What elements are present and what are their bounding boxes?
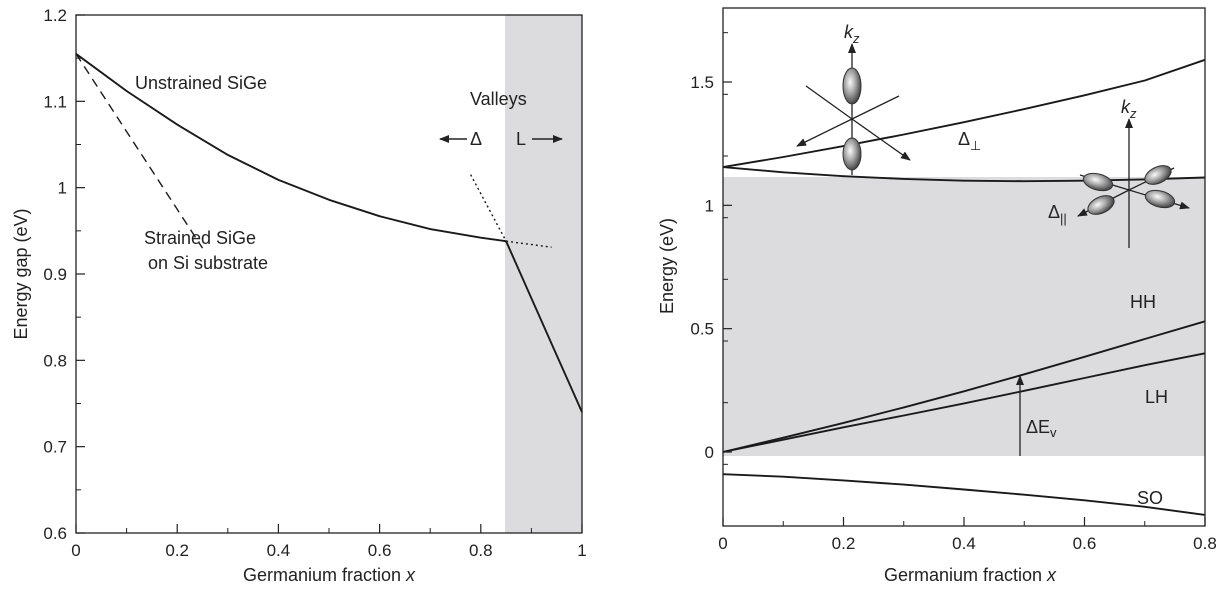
right-x-axis-label-text: Germanium fraction: [884, 565, 1047, 585]
right-y-tick-label-2: 1: [705, 196, 714, 215]
axis-arrow-diag-1: [851, 118, 911, 161]
right-series-lh: [722, 352, 1206, 453]
label-delta-par-sub: ||: [1060, 211, 1067, 226]
ellipsoid-bottom: [842, 137, 862, 171]
left-x-axis-label-var: x: [405, 565, 416, 585]
right-x-tick-label-3: 0.6: [1073, 534, 1097, 553]
label-kz-right: kz: [1121, 97, 1137, 121]
delta-par-ellipsoid-inset: kz: [1077, 97, 1190, 248]
left-x-tick-label-1: 0.2: [165, 541, 189, 560]
right-x-tick-label-1: 0.2: [832, 534, 856, 553]
left-x-axis-label: Germanium fraction x: [243, 565, 416, 585]
left-y-tick-label-2: 0.8: [43, 351, 67, 370]
right-x-tick-label-2: 0.4: [952, 534, 976, 553]
label-delta-valley: Δ: [470, 129, 482, 149]
label-l-valley: L: [516, 129, 526, 149]
left-y-tick-label-4: 1: [58, 179, 67, 198]
left-y-tick-label-5: 1.1: [43, 92, 67, 111]
ellipsoid-back: [1144, 165, 1172, 185]
axis-line-diag-3: [851, 95, 900, 120]
right-y-tick-label-1: 0.5: [690, 320, 714, 339]
right-series-line-1: [722, 166, 1206, 183]
left-y-tick-label-6: 1.2: [43, 6, 67, 25]
right-series-group: [722, 58, 1206, 516]
ellipsoid-top: [842, 67, 862, 105]
label-so: SO: [1137, 488, 1163, 508]
left-y-axis-label: Energy gap (eV): [11, 208, 31, 339]
right-shaded-region: [723, 177, 1205, 456]
left-y-tick-label-1: 0.7: [43, 438, 67, 457]
ellipsoid-left: [1082, 172, 1114, 192]
label-unstrained-sige: Unstrained SiGe: [135, 73, 267, 93]
label-delta-ev: ΔEv: [1026, 417, 1057, 440]
right-x-axis-label: Germanium fraction x: [884, 565, 1057, 585]
left-series-unstrained-sige: [75, 53, 583, 413]
right-ticks-group: 0 0.2 0.4 0.6 0.8 0 0.5 1 1.5: [690, 32, 1217, 553]
label-kz-right-sub: z: [1129, 106, 1137, 121]
right-y-tick-label-3: 1.5: [690, 73, 714, 92]
axis-arrow-diag-2: [796, 118, 853, 147]
left-shaded-region: [505, 15, 582, 533]
axis-line-diag-4: [805, 85, 853, 120]
left-series-group: [75, 53, 583, 413]
right-y-tick-label-0: 0: [705, 443, 714, 462]
label-strained-sige-line2: on Si substrate: [148, 253, 268, 273]
left-chart: 0 0.2 0.4 0.6 0.8 1 0.6 0.7 0.8 0.9 1 1.1 1.2 Energy…: [11, 6, 587, 585]
label-valleys: Valleys: [470, 89, 527, 109]
left-ticks-group: 0 0.2 0.4 0.6 0.8 1 0.6 0.7 0.8 0.9 1 1.1 1.2: [43, 6, 586, 560]
right-series-so: [722, 473, 1206, 516]
left-series-strained-sige-on-si-substrate: [75, 53, 204, 249]
right-series-hh: [722, 320, 1206, 453]
label-delta-ev-main: ΔE: [1026, 417, 1050, 437]
left-x-tick-label-3: 0.6: [368, 541, 392, 560]
label-kz-top-k: k: [844, 22, 854, 42]
label-delta-par-main: Δ: [1048, 202, 1060, 222]
ellipsoid-right: [1144, 189, 1176, 209]
left-series-line-2: [470, 174, 507, 242]
label-hh: HH: [1130, 292, 1156, 312]
left-y-tick-label-3: 0.9: [43, 265, 67, 284]
left-x-tick-label-2: 0.4: [267, 541, 291, 560]
delta-perp-ellipsoid-inset: kz: [796, 22, 911, 175]
label-delta-par: Δ||: [1048, 202, 1067, 226]
right-series-line-0: [722, 58, 1206, 169]
label-lh: LH: [1145, 387, 1168, 407]
left-y-tick-label-0: 0.6: [43, 524, 67, 543]
left-x-tick-label-5: 1: [577, 541, 586, 560]
right-y-axis-label: Energy (eV): [657, 218, 677, 314]
label-delta-perp-main: Δ: [958, 129, 970, 149]
label-delta-perp-sub: ⊥: [970, 138, 981, 153]
label-strained-sige-line1: Strained SiGe: [144, 228, 256, 248]
left-x-tick-label-0: 0: [71, 541, 80, 560]
label-kz-right-k: k: [1121, 97, 1131, 117]
label-kz-top: kz: [844, 22, 860, 46]
right-chart: 0 0.2 0.4 0.6 0.8 0 0.5 1 1.5 Energy (eV) German…: [657, 7, 1217, 585]
label-delta-ev-sub: v: [1050, 425, 1057, 440]
label-delta-perp: Δ⊥: [958, 129, 981, 153]
left-x-axis-label-text: Germanium fraction: [243, 565, 406, 585]
label-kz-top-sub: z: [852, 31, 860, 46]
right-x-tick-label-0: 0: [718, 534, 727, 553]
left-x-tick-label-4: 0.8: [469, 541, 493, 560]
right-x-axis-label-var: x: [1046, 565, 1057, 585]
ellipsoid-front: [1087, 195, 1115, 215]
right-x-tick-label-4: 0.8: [1193, 534, 1217, 553]
